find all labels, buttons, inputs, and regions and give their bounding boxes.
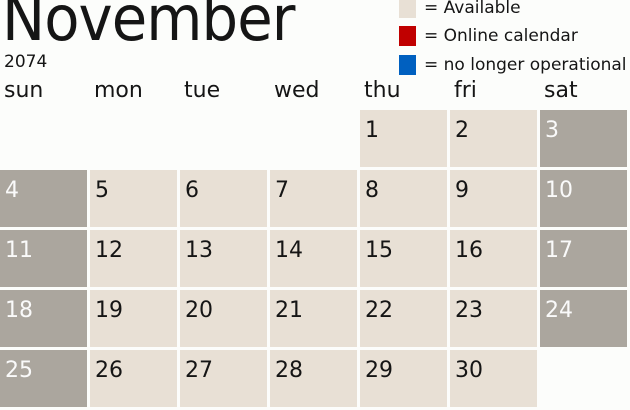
day-cell[interactable]: 19 xyxy=(90,290,177,347)
day-cell[interactable]: 20 xyxy=(180,290,267,347)
day-cell[interactable]: 2 xyxy=(450,110,537,167)
online-swatch xyxy=(399,26,416,46)
legend-label: = Online calendar xyxy=(424,26,578,46)
weekday-mon: mon xyxy=(94,78,143,103)
weekday-wed: wed xyxy=(274,78,320,103)
day-cell[interactable]: 17 xyxy=(540,230,627,287)
day-cell[interactable]: 23 xyxy=(450,290,537,347)
day-cell[interactable]: 13 xyxy=(180,230,267,287)
day-cell[interactable]: 7 xyxy=(270,170,357,227)
day-cell[interactable]: 5 xyxy=(90,170,177,227)
day-cell[interactable]: 4 xyxy=(0,170,87,227)
month-title: November xyxy=(2,0,295,55)
legend-label: = no longer operational xyxy=(424,55,627,75)
day-cell[interactable]: 10 xyxy=(540,170,627,227)
day-cell[interactable]: 11 xyxy=(0,230,87,287)
day-cell[interactable]: 28 xyxy=(270,350,357,407)
day-cell[interactable]: 8 xyxy=(360,170,447,227)
day-cell[interactable]: 15 xyxy=(360,230,447,287)
day-cell[interactable]: 14 xyxy=(270,230,357,287)
weekday-sun: sun xyxy=(4,78,44,103)
day-cell[interactable]: 22 xyxy=(360,290,447,347)
day-cell[interactable]: 27 xyxy=(180,350,267,407)
day-cell[interactable]: 9 xyxy=(450,170,537,227)
weekday-sat: sat xyxy=(544,78,578,103)
legend-available: = Available xyxy=(399,0,521,18)
legend-label: = Available xyxy=(424,0,521,18)
weekday-fri: fri xyxy=(454,78,477,103)
day-cell[interactable]: 29 xyxy=(360,350,447,407)
legend-online: = Online calendar xyxy=(399,26,578,46)
year-label: 2074 xyxy=(4,52,48,72)
day-cell[interactable]: 26 xyxy=(90,350,177,407)
day-cell[interactable]: 12 xyxy=(90,230,177,287)
day-cell[interactable]: 6 xyxy=(180,170,267,227)
day-cell[interactable]: 21 xyxy=(270,290,357,347)
day-cell[interactable]: 30 xyxy=(450,350,537,407)
day-cell[interactable]: 3 xyxy=(540,110,627,167)
inoperational-swatch xyxy=(399,55,416,75)
legend-inoperational: = no longer operational xyxy=(399,55,627,75)
day-cell[interactable]: 24 xyxy=(540,290,627,347)
weekday-tue: tue xyxy=(184,78,221,103)
weekday-thu: thu xyxy=(364,78,401,103)
available-swatch xyxy=(399,0,416,18)
day-cell[interactable]: 16 xyxy=(450,230,537,287)
day-cell[interactable]: 18 xyxy=(0,290,87,347)
day-cell[interactable]: 1 xyxy=(360,110,447,167)
day-cell[interactable]: 25 xyxy=(0,350,87,407)
